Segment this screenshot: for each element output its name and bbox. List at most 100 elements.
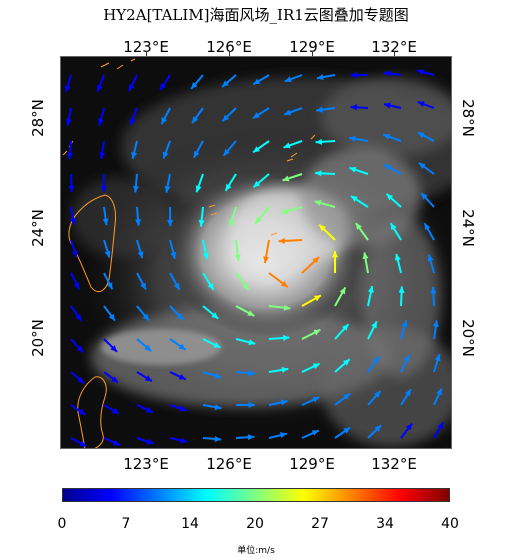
wind-arrow-head xyxy=(355,223,362,230)
unit-label: 单位:m/s xyxy=(237,546,275,556)
wind-arrow-head xyxy=(401,320,408,328)
wind-arrow-head xyxy=(343,393,351,400)
wind-arrow-head xyxy=(104,250,111,258)
wind-arrow-head xyxy=(198,220,205,227)
wind-arrow-head xyxy=(255,216,262,224)
wind-arrow-head xyxy=(214,404,222,411)
wind-arrow-head xyxy=(66,152,74,159)
wind-arrow-head xyxy=(430,286,437,294)
wind-arrow-head xyxy=(314,200,322,206)
top-lon-label-129: 129°E xyxy=(289,38,335,56)
wind-arrow-head xyxy=(283,142,291,149)
wind-arrow-head xyxy=(140,282,146,290)
right-lat-label-28: 28°N xyxy=(459,99,477,137)
wind-arrow-head xyxy=(281,366,289,373)
wind-arrow-head xyxy=(432,320,439,328)
wind-arrow-head xyxy=(417,132,425,139)
top-lon-label-126: 126°E xyxy=(206,38,252,56)
wind-arrow-head xyxy=(339,287,346,295)
wind-arrow-head xyxy=(214,372,222,379)
wind-arrow-head xyxy=(193,150,200,158)
wind-arrow-head xyxy=(383,102,391,109)
wind-arrow-head xyxy=(316,74,324,81)
bottom-lon-label-123: 123°E xyxy=(123,455,169,473)
map-title: HY2A[TALIM]海面风场_IR1云图叠加专题图 xyxy=(103,6,409,24)
wind-arrow-head xyxy=(350,72,357,79)
wind-arrow-head xyxy=(349,135,356,142)
wind-arrow-head xyxy=(424,223,431,231)
tick-top-129 xyxy=(312,51,313,56)
wind-arrow-head xyxy=(234,254,241,262)
wind-arrow-head xyxy=(170,251,177,259)
wind-arrow-head xyxy=(253,78,261,85)
wind-arrow-head xyxy=(417,69,424,76)
colorbar xyxy=(62,488,450,502)
bottom-lon-label-126: 126°E xyxy=(206,455,252,473)
wind-arrow-head xyxy=(311,430,319,436)
wind-arrow-head xyxy=(144,344,152,352)
wind-arrow-head xyxy=(128,84,135,92)
wind-arrow-head xyxy=(129,118,136,126)
wind-arrow-head xyxy=(341,324,349,331)
wind-arrow-head xyxy=(280,280,288,288)
wind-arrow-head xyxy=(142,313,149,321)
wind-arrow-head xyxy=(437,422,444,430)
wind-arrow-head xyxy=(102,218,109,226)
wind-arrow-head xyxy=(207,282,214,290)
wind-arrow-head xyxy=(280,399,288,406)
wind-arrow-head xyxy=(350,104,358,111)
wind-arrow-head xyxy=(76,345,84,353)
wind-arrow-head xyxy=(73,282,80,290)
wind-arrow-head xyxy=(315,170,322,177)
wind-arrow-head xyxy=(164,185,171,193)
wind-arrow-head xyxy=(160,83,167,91)
top-lon-label-123: 123°E xyxy=(123,38,169,56)
wind-arrow-head xyxy=(405,423,413,431)
bottom-lon-label-132: 132°E xyxy=(371,455,417,473)
wind-arrow-head xyxy=(173,282,180,290)
wind-arrow-head xyxy=(131,151,138,159)
wind-arrow-head xyxy=(112,439,120,446)
wind-arrow-head xyxy=(248,339,256,346)
wind-arrow-head xyxy=(374,425,382,432)
wind-arrow-head xyxy=(77,376,85,384)
left-lat-label-28: 28°N xyxy=(29,99,47,137)
wind-arrow-head xyxy=(284,76,292,83)
wind-arrow-head xyxy=(374,390,381,398)
colorbar-tick-27: 27 xyxy=(311,516,329,532)
wind-arrow-head xyxy=(223,148,230,156)
wind-arrow-head xyxy=(350,195,358,202)
wind-arrow-head xyxy=(312,363,320,370)
wind-arrow-head xyxy=(75,314,82,321)
map-panel[interactable] xyxy=(60,56,452,449)
wind-arrow-head xyxy=(284,109,292,116)
wind-arrow-head xyxy=(331,251,339,258)
wind-arrow-head xyxy=(180,437,188,444)
wind-arrow-head xyxy=(176,313,184,320)
wind-arrow-head xyxy=(253,180,261,188)
wind-arrow-head xyxy=(242,283,249,290)
wind-arrow-head xyxy=(179,405,187,412)
top-lon-label-132: 132°E xyxy=(371,38,417,56)
wind-arrow-head xyxy=(390,223,397,231)
right-lat-label-24: 24°N xyxy=(459,209,477,247)
wind-arrow-head xyxy=(71,250,78,258)
tick-top-126 xyxy=(229,51,230,56)
wind-arrow-head xyxy=(418,162,426,169)
tick-top-123 xyxy=(146,51,147,56)
wind-arrow-head xyxy=(312,396,320,403)
wind-arrow-head xyxy=(132,185,139,193)
wind-arrow-head xyxy=(253,146,261,153)
wind-arrow-head xyxy=(137,251,144,259)
colorbar-tick-40: 40 xyxy=(441,516,459,532)
wind-arrow-head xyxy=(162,151,169,159)
wind-arrow-head xyxy=(110,345,118,352)
wind-arrow-head xyxy=(403,354,410,362)
wind-arrow-head xyxy=(313,295,321,302)
wind-arrow-head xyxy=(263,256,270,264)
luzon-coastline xyxy=(77,376,107,448)
wind-arrow-head xyxy=(362,252,369,260)
wind-arrow-head xyxy=(282,334,290,342)
wind-arrow-head xyxy=(248,401,255,408)
wind-arrow-head xyxy=(211,312,219,319)
